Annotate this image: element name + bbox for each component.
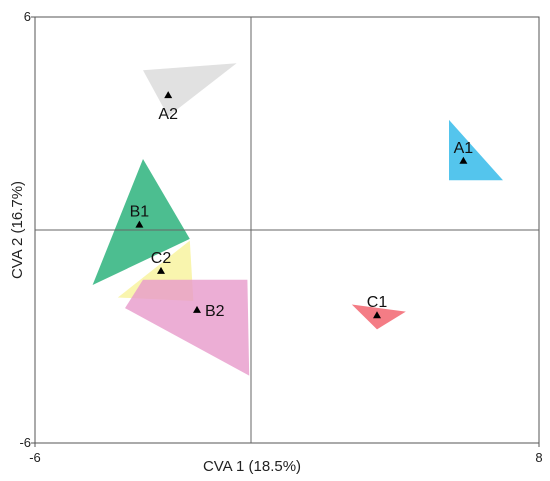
hull-a1 xyxy=(449,119,503,181)
label-a1: A1 xyxy=(454,140,474,157)
hull-a2 xyxy=(143,63,237,117)
label-b1: B1 xyxy=(130,204,150,221)
x-tick-label: -6 xyxy=(29,450,41,465)
group-centroids xyxy=(135,91,468,319)
centroid-a2 xyxy=(164,91,173,99)
y-tick-label: -6 xyxy=(19,435,31,450)
reference-lines xyxy=(35,17,539,443)
label-a2: A2 xyxy=(158,106,178,123)
label-c2: C2 xyxy=(151,250,172,267)
label-b2: B2 xyxy=(205,303,225,320)
group-hulls xyxy=(92,63,503,376)
axis-ticks: -6 8 6 -6 xyxy=(19,9,542,465)
centroid-b2 xyxy=(193,305,201,313)
centroid-c2 xyxy=(157,266,165,274)
hull-b1 xyxy=(92,159,190,285)
hull-b2 xyxy=(125,279,250,376)
centroid-b1 xyxy=(135,220,144,228)
x-tick-label: 8 xyxy=(535,450,542,465)
group-labels: A2 A1 B1 C2 B2 C1 xyxy=(130,106,474,320)
y-tick-label: 6 xyxy=(24,9,31,24)
label-c1: C1 xyxy=(367,294,388,311)
centroid-a1 xyxy=(459,156,468,164)
x-axis-title: CVA 1 (18.5%) xyxy=(203,458,301,475)
y-axis-title: CVA 2 (16.7%) xyxy=(9,181,26,279)
centroid-c1 xyxy=(373,311,381,319)
